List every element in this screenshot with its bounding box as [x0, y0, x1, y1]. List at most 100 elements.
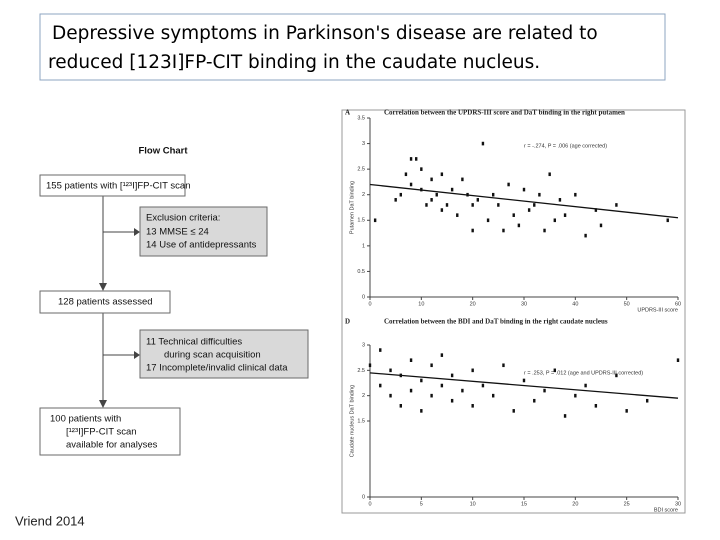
point — [543, 388, 546, 393]
point — [497, 203, 500, 207]
point — [420, 378, 423, 383]
chart-title: Correlation between the BDI and DaT bind… — [384, 318, 608, 326]
point — [389, 393, 392, 398]
point — [533, 203, 536, 207]
point — [440, 208, 444, 212]
point — [409, 358, 413, 362]
x-tick-label: 5 — [420, 501, 423, 507]
flow-box — [39, 407, 181, 456]
point — [543, 228, 546, 233]
x-tick-label: 20 — [470, 301, 476, 307]
point — [486, 218, 490, 223]
y-tick-label: 3 — [362, 342, 365, 348]
x-axis-label: BDI score — [654, 507, 678, 513]
flow-text: 11 Technical difficulties — [146, 337, 242, 348]
point — [553, 218, 556, 223]
point — [420, 409, 423, 413]
point — [517, 223, 521, 228]
chart-frame — [341, 109, 686, 514]
y-tick-label: 0.5 — [357, 269, 365, 275]
point — [409, 182, 413, 187]
y-axis-label: Caudate nucleus DaT binding — [349, 385, 355, 457]
point — [373, 218, 377, 223]
point — [476, 198, 479, 202]
point — [492, 393, 495, 398]
x-tick-label: 50 — [624, 301, 630, 307]
point — [574, 192, 577, 197]
point — [415, 157, 418, 161]
title-box — [39, 13, 666, 81]
flow-text: [¹²³I]FP-CIT scan — [66, 427, 137, 438]
point — [430, 198, 433, 202]
point — [440, 383, 444, 388]
flow-text: 128 patients assessed — [58, 297, 153, 308]
flow-box — [39, 290, 171, 314]
x-tick-label: 0 — [368, 501, 371, 507]
chart-title: Correlation between the UPDRS-III score … — [384, 109, 625, 117]
flow-title: Flow Chart — [138, 146, 188, 157]
point — [368, 363, 372, 368]
x-tick-label: 60 — [675, 301, 681, 307]
flow-text: 155 patients with [¹²³I]FP-CIT scan — [46, 181, 191, 192]
point — [430, 393, 433, 398]
point — [574, 393, 577, 398]
point — [615, 373, 618, 378]
x-tick-label: 40 — [572, 301, 578, 307]
panel-letter: A — [345, 109, 350, 117]
point — [435, 192, 438, 197]
flow-text: 17 Incomplete/invalid clinical data — [146, 363, 288, 374]
point — [676, 358, 680, 362]
point — [594, 404, 598, 408]
point — [409, 157, 413, 161]
title: reduced [123I]FP-CIT binding in the caud… — [48, 52, 540, 73]
point — [450, 187, 454, 192]
panel-letter: D — [345, 318, 350, 326]
point — [584, 233, 587, 238]
flow-box — [139, 206, 268, 257]
y-tick-label: 2 — [362, 192, 365, 198]
point — [481, 383, 485, 388]
flow-text: available for analyses — [66, 440, 158, 451]
point — [522, 378, 526, 383]
y-tick-label: 1.5 — [357, 218, 365, 224]
point — [420, 167, 423, 171]
point — [440, 353, 444, 357]
point — [379, 348, 382, 352]
point — [584, 383, 587, 388]
fit-line — [369, 372, 679, 399]
flow-box — [139, 329, 309, 379]
point — [430, 363, 433, 368]
y-tick-label: 0 — [362, 294, 365, 300]
point — [409, 388, 413, 393]
flow-text: 13 MMSE ≤ 24 — [146, 227, 209, 238]
x-tick-label: 30 — [675, 501, 681, 507]
point — [461, 388, 464, 393]
point — [615, 203, 618, 207]
x-tick-label: 10 — [470, 501, 476, 507]
point — [522, 187, 526, 192]
y-tick-label: 1.5 — [357, 418, 365, 424]
point — [492, 192, 495, 197]
flow-text: Exclusion criteria: — [146, 213, 220, 224]
point — [625, 409, 628, 413]
point — [533, 398, 536, 403]
point — [471, 228, 474, 233]
flow-text: during scan acquisition — [164, 350, 261, 361]
point — [471, 203, 474, 207]
y-axis-label: Putamen DaT binding — [349, 181, 355, 234]
annotation: r = .253, P = .012 (age and UPDRS-III co… — [524, 370, 643, 376]
point — [666, 218, 669, 223]
point — [471, 368, 474, 373]
fit-line — [369, 183, 679, 219]
point — [399, 404, 402, 408]
point — [450, 398, 454, 403]
annotation: r = -.274, P = .006 (age corrected) — [524, 143, 607, 149]
y-tick-label: 2.5 — [357, 368, 365, 374]
footer: Vriend 2014 — [15, 513, 85, 528]
y-tick-label: 0 — [362, 494, 365, 500]
point — [527, 208, 531, 212]
x-axis-label: UPDRS-III score — [637, 307, 678, 313]
point — [394, 198, 397, 202]
